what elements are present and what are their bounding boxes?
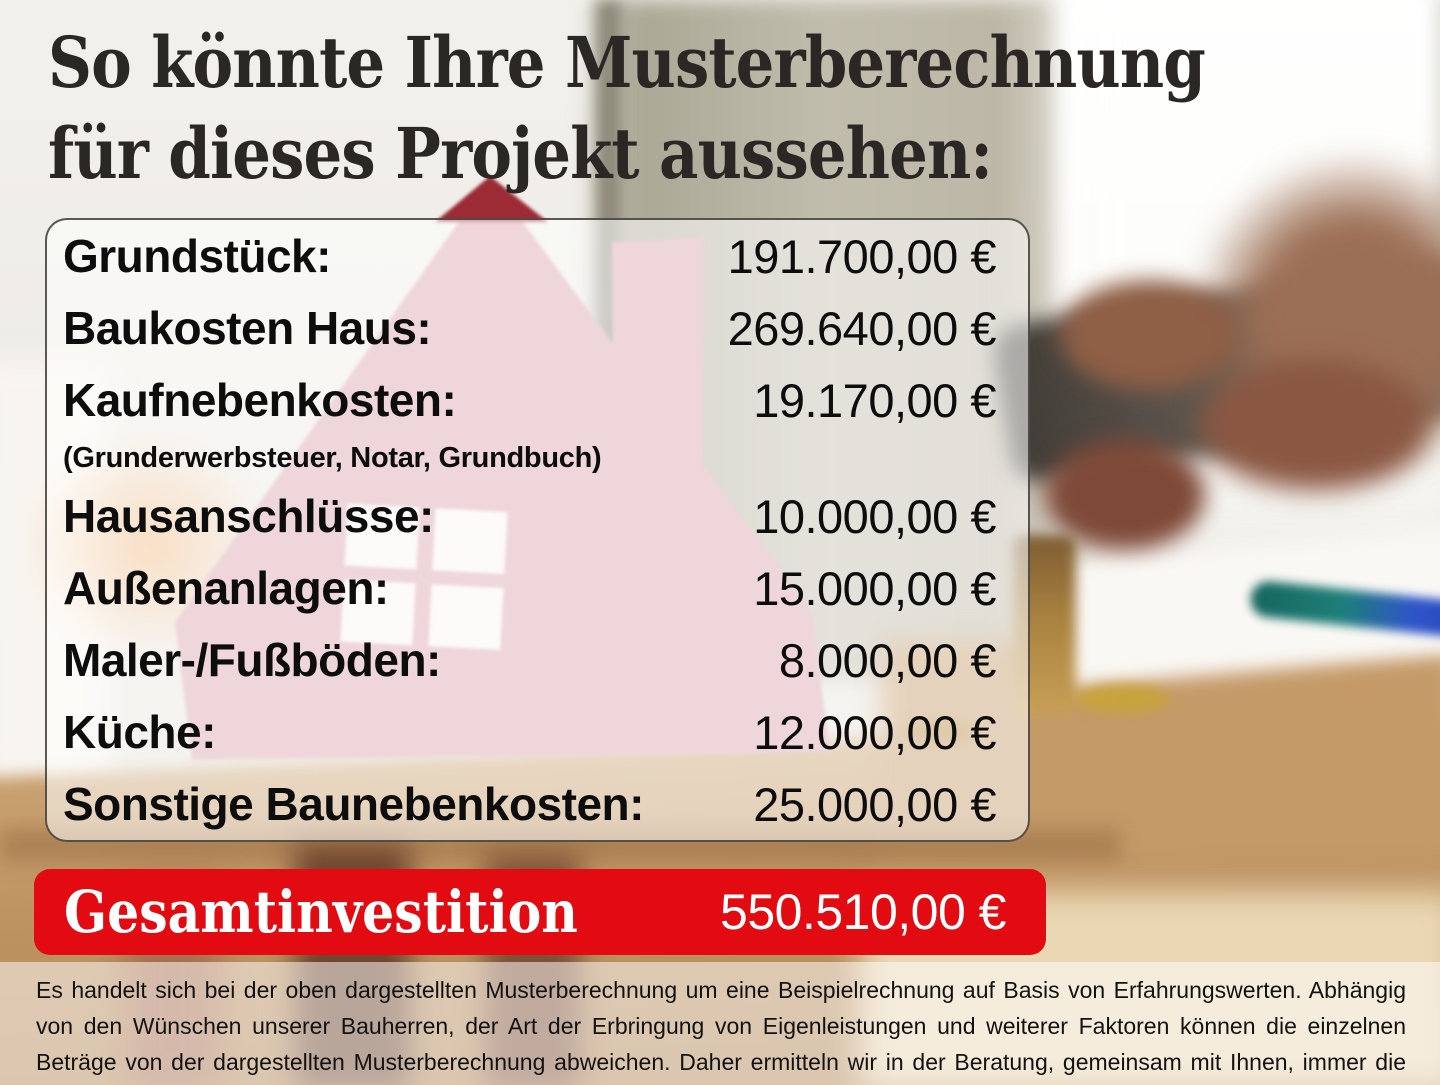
table-row-kueche: Küche: 12.000,00 € [63,696,996,768]
row-label: Kaufnebenkosten: [63,374,457,426]
row-value: 8.000,00 € [778,633,997,687]
table-row-baukosten: Baukosten Haus: 269.640,00 € [63,292,997,364]
row-value: 15.000,00 € [753,561,996,615]
row-label: Außenanlagen: [63,562,389,614]
row-value: 191.700,00 € [727,229,997,283]
row-value: 10.000,00 € [753,489,996,543]
title-line-2: für dieses Projekt aussehen: [48,112,993,195]
row-label: Hausanschlüsse: [63,490,434,542]
table-row-hausanschluesse: Hausanschlüsse: 10.000,00 € [63,480,996,552]
finger-blur [1045,440,1205,550]
house-roof-tip [435,176,548,222]
disclaimer-background [0,962,1440,1085]
table-row-note: (Grunderwerbsteuer, Notar, Grundbuch) [63,441,602,474]
table-row-grundstueck: Grundstück: 191.700,00 € [63,220,997,292]
table-row-maler-fussboeden: Maler-/Fußböden: 8.000,00 € [63,624,997,696]
coin-blur [1075,685,1170,713]
finger-blur [1200,360,1430,490]
row-label: Sonstige Baunebenkosten: [63,778,644,830]
row-label: Küche: [63,706,216,758]
row-value: 269.640,00 € [727,301,997,355]
total-label: Gesamtinvestition [64,878,578,946]
total-banner: Gesamtinvestition 550.510,00 € [34,869,1046,955]
row-label: Grundstück: [63,230,331,282]
row-value: 19.170,00 € [753,373,996,427]
row-label: Baukosten Haus: [63,302,432,354]
row-value: 25.000,00 € [753,777,996,831]
page-title: So könnte Ihre Musterberechnung für dies… [48,17,1378,199]
disclaimer-text: Es handelt sich bei der oben dargestellt… [36,977,1406,1075]
title-line-1: So könnte Ihre Musterberechnung [48,21,1206,104]
finger-blur [1060,280,1240,390]
row-value: 12.000,00 € [753,705,996,759]
total-value: 550.510,00 € [720,884,1006,940]
cost-table-panel: Grundstück: 191.700,00 € Baukosten Haus:… [45,218,1030,842]
table-row-sonstige-baunebenkosten: Sonstige Baunebenkosten: 25.000,00 € [63,768,996,840]
row-label: Maler-/Fußböden: [63,634,441,686]
table-row-aussenanlagen: Außenanlagen: 15.000,00 € [63,552,996,624]
table-row-kaufnebenkosten: Kaufnebenkosten: 19.170,00 € [63,364,996,436]
